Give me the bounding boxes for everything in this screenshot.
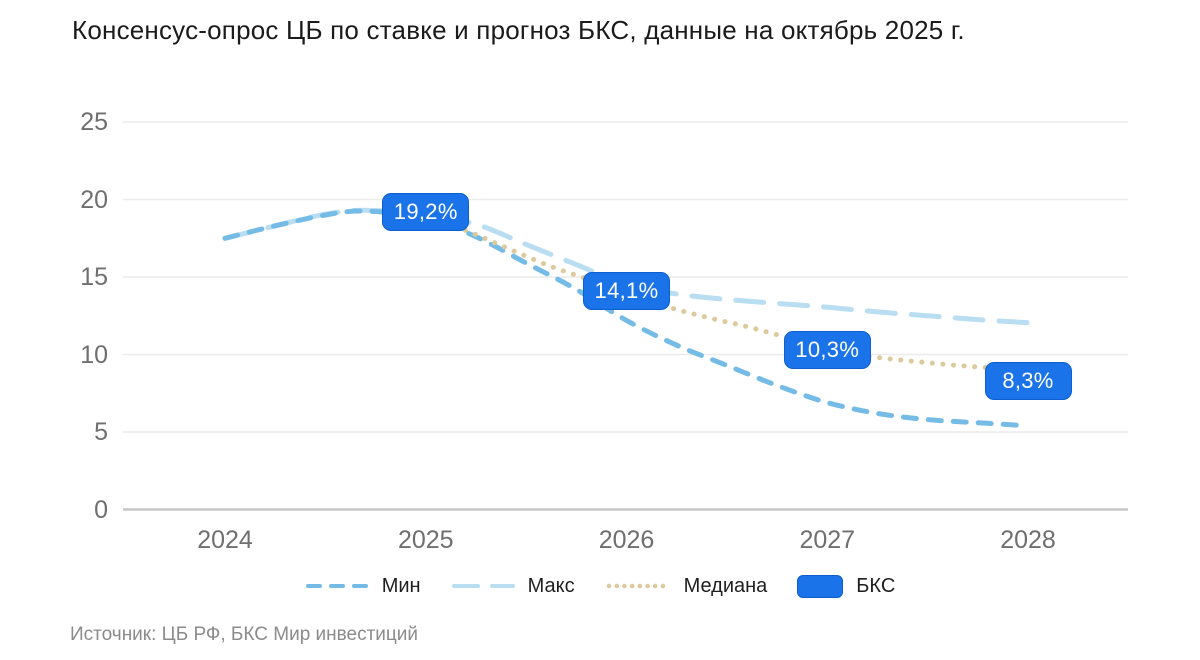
x-axis-tick-label: 2027 xyxy=(799,526,856,554)
median-series-line xyxy=(423,212,1031,373)
bks-swatch-icon xyxy=(797,574,844,598)
legend-item-bks: БКС xyxy=(797,574,896,598)
min-line-swatch-icon xyxy=(305,584,369,588)
max-line-swatch-icon xyxy=(451,584,515,588)
legend-label-bks: БКС xyxy=(856,574,896,597)
bks-value-label: 10,3% xyxy=(783,330,871,369)
y-axis-tick-label: 5 xyxy=(94,418,108,446)
y-axis-tick-label: 20 xyxy=(80,185,108,214)
x-axis-tick-label: 2026 xyxy=(598,526,655,554)
min-series-line xyxy=(222,208,1031,429)
y-axis-tick-label: 15 xyxy=(80,263,108,291)
x-axis-tick-label: 2024 xyxy=(197,526,253,554)
x-axis-tick-label: 2025 xyxy=(397,526,454,554)
chart-title: Консенсус-опрос ЦБ по ставке и прогноз Б… xyxy=(72,15,965,45)
y-axis-tick-label: 0 xyxy=(94,495,108,524)
legend-item-min: Мин xyxy=(305,575,421,598)
chart-legend: Мин Макс Медиана БКС xyxy=(0,570,1200,602)
y-axis-tick-label: 25 xyxy=(80,108,108,136)
y-axis-tick-label: 10 xyxy=(80,340,108,369)
median-line-swatch-icon xyxy=(606,583,671,589)
source-caption: Источник: ЦБ РФ, БКС Мир инвестиций xyxy=(70,624,419,645)
bks-value-label: 14,1% xyxy=(583,271,670,310)
bks-value-label: 8,3% xyxy=(984,361,1072,400)
legend-label-min: Мин xyxy=(381,574,421,597)
bks-value-label: 19,2% xyxy=(382,192,470,231)
x-axis-tick-label: 2028 xyxy=(1000,526,1056,554)
legend-label-max: Макс xyxy=(527,574,575,597)
legend-item-max: Макс xyxy=(451,575,575,598)
legend-item-median: Медиана xyxy=(605,574,768,598)
legend-label-median: Медиана xyxy=(683,574,768,597)
